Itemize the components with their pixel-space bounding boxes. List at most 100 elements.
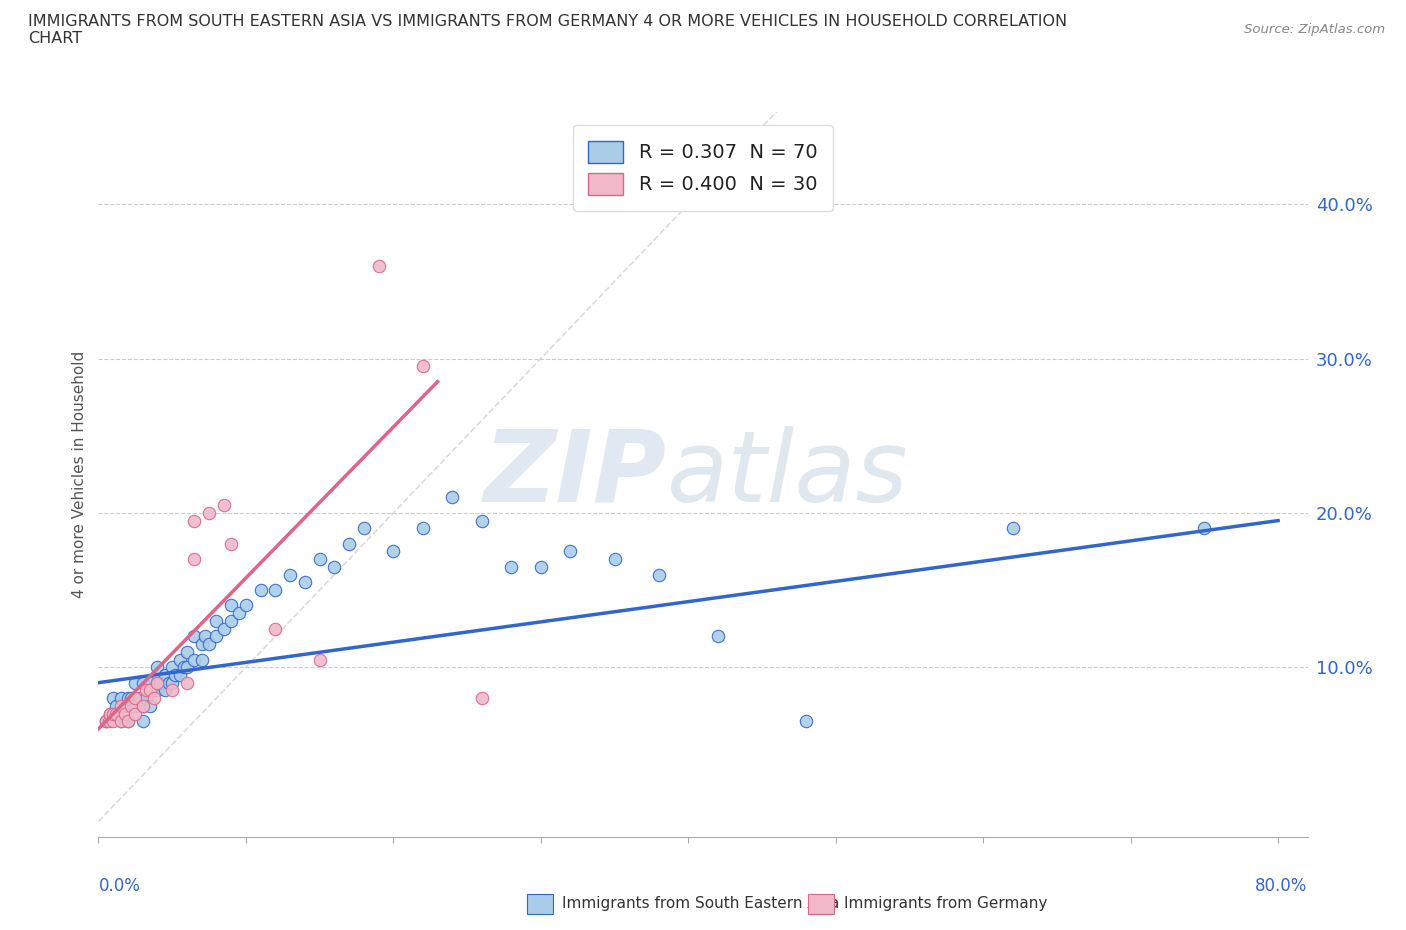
Point [110, 698, 132, 713]
Point [124, 691, 146, 706]
Point [1194, 521, 1216, 536]
Point [153, 668, 176, 683]
Point [183, 652, 205, 667]
Point [176, 659, 198, 674]
Point [412, 521, 434, 536]
Point [128, 691, 150, 706]
Point [97, 714, 120, 729]
Point [190, 652, 212, 667]
Point [212, 498, 235, 512]
Point [228, 605, 250, 620]
Point [110, 714, 132, 729]
Point [114, 706, 136, 721]
Text: Immigrants from South Eastern Asia: Immigrants from South Eastern Asia [562, 897, 839, 911]
Point [212, 621, 235, 636]
Point [124, 675, 146, 690]
Point [530, 560, 553, 575]
Point [190, 637, 212, 652]
Point [149, 675, 172, 690]
Point [706, 629, 728, 644]
Point [105, 698, 128, 713]
Point [169, 668, 191, 683]
Point [194, 629, 217, 644]
Point [205, 614, 228, 629]
Point [367, 259, 389, 273]
Point [131, 714, 153, 729]
Point [169, 652, 191, 667]
Point [173, 659, 195, 674]
Point [441, 490, 464, 505]
Point [264, 621, 287, 636]
Point [198, 637, 221, 652]
Point [124, 706, 146, 721]
Point [160, 683, 183, 698]
Point [294, 575, 316, 590]
Y-axis label: 4 or more Vehicles in Household: 4 or more Vehicles in Household [72, 351, 87, 598]
Point [146, 675, 169, 690]
Point [98, 706, 121, 721]
Point [98, 706, 121, 721]
Point [117, 691, 139, 706]
Point [143, 691, 166, 706]
Point [124, 698, 146, 713]
Point [249, 582, 271, 597]
Point [198, 505, 221, 520]
Point [382, 544, 405, 559]
Point [235, 598, 257, 613]
Point [176, 644, 198, 659]
Point [139, 675, 162, 690]
Point [323, 560, 346, 575]
Point [131, 675, 153, 690]
Point [135, 683, 157, 698]
Point [135, 691, 157, 706]
Point [176, 675, 198, 690]
Point [603, 551, 626, 566]
Text: Source: ZipAtlas.com: Source: ZipAtlas.com [1244, 23, 1385, 36]
Text: ZIP: ZIP [484, 426, 666, 523]
Point [337, 537, 360, 551]
Point [165, 668, 187, 683]
Point [94, 714, 117, 729]
Point [139, 698, 162, 713]
Point [1001, 521, 1024, 536]
Point [110, 691, 132, 706]
Point [117, 714, 139, 729]
Point [153, 683, 176, 698]
Point [160, 675, 183, 690]
Point [146, 683, 169, 698]
Point [219, 614, 242, 629]
Point [183, 551, 205, 566]
Point [157, 675, 180, 690]
Point [648, 567, 671, 582]
Point [131, 698, 153, 713]
Point [219, 598, 242, 613]
Point [471, 691, 494, 706]
Point [471, 513, 494, 528]
Point [114, 698, 136, 713]
Point [308, 551, 330, 566]
Point [110, 714, 132, 729]
Point [219, 537, 242, 551]
Point [139, 683, 162, 698]
Point [120, 698, 142, 713]
Point [794, 714, 817, 729]
Point [308, 652, 330, 667]
Point [101, 706, 124, 721]
Point [205, 629, 228, 644]
Point [501, 560, 523, 575]
Point [183, 629, 205, 644]
Point [146, 675, 169, 690]
Point [143, 683, 166, 698]
Point [117, 714, 139, 729]
Point [146, 659, 169, 674]
Text: IMMIGRANTS FROM SOUTH EASTERN ASIA VS IMMIGRANTS FROM GERMANY 4 OR MORE VEHICLES: IMMIGRANTS FROM SOUTH EASTERN ASIA VS IM… [28, 14, 1067, 46]
Text: Immigrants from Germany: Immigrants from Germany [844, 897, 1047, 911]
Point [105, 706, 128, 721]
Point [353, 521, 375, 536]
Point [183, 513, 205, 528]
Point [101, 714, 124, 729]
Point [101, 691, 124, 706]
Point [412, 359, 434, 374]
Text: 0.0%: 0.0% [98, 877, 141, 895]
Point [160, 659, 183, 674]
